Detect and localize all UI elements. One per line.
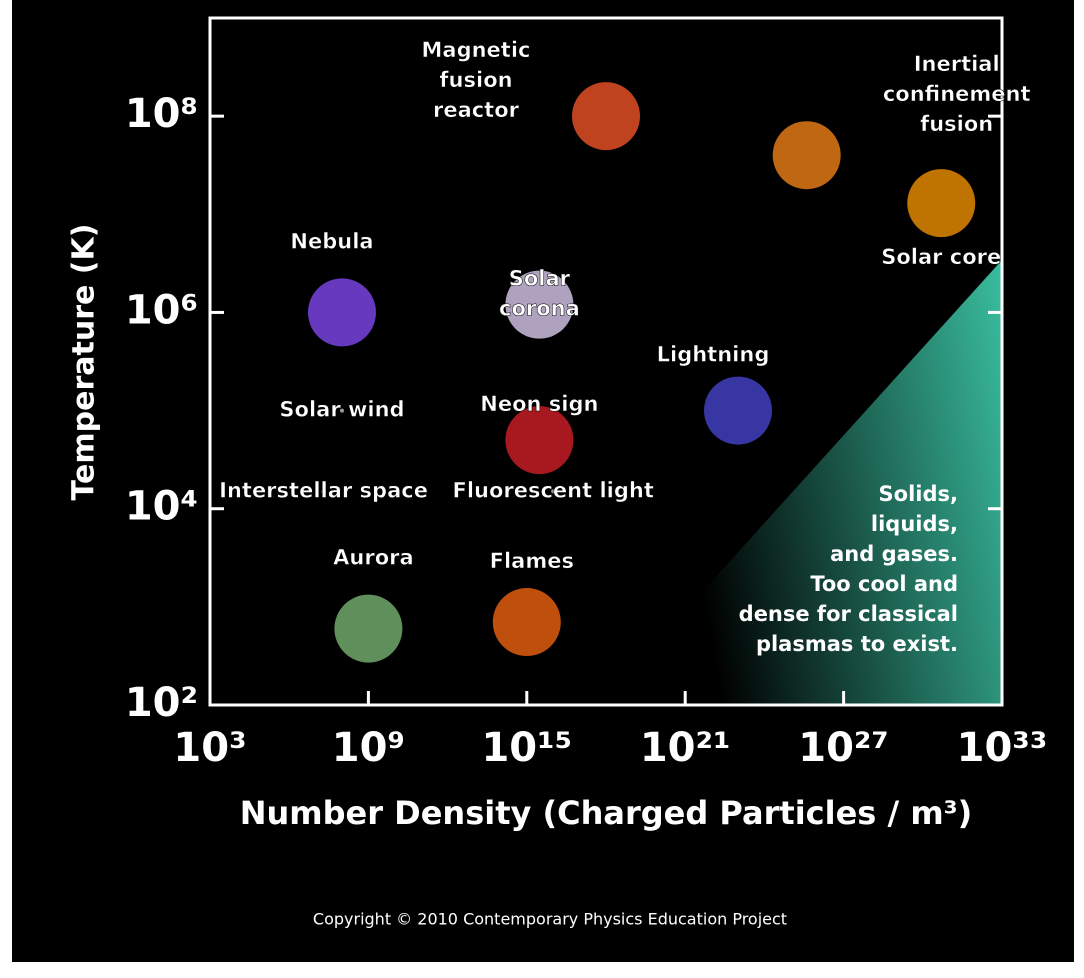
point [907, 169, 976, 238]
x-tick-label: 10²¹ [640, 725, 731, 771]
point [492, 588, 561, 657]
point-label: Lightning [657, 343, 770, 367]
point-label: Magnetic [422, 38, 531, 62]
y-tick-label: 10⁶ [125, 287, 198, 333]
x-tick-label: 10³³ [957, 725, 1048, 771]
point-label: Solar [509, 267, 571, 291]
x-tick-label: 10⁹ [332, 725, 405, 771]
point [572, 82, 640, 151]
point-label: confinement [883, 82, 1031, 106]
point [334, 594, 403, 663]
annotation: and gases. [830, 542, 958, 566]
point-label: Interstellar space [219, 478, 428, 502]
point-label: Flames [490, 549, 574, 573]
point [704, 376, 772, 445]
annotation: Solids, [879, 482, 958, 506]
point-label: Inertial [914, 52, 1000, 76]
plot-frame [208, 16, 1004, 707]
point [505, 406, 574, 475]
x-tick-label: 10¹⁵ [481, 725, 572, 771]
x-tick-label: 10²⁷ [798, 725, 889, 771]
point [321, 489, 326, 494]
point [308, 278, 376, 347]
point-label: Nebula [290, 229, 373, 253]
annotation: plasmas to exist. [756, 632, 958, 656]
y-tick-label: 10² [125, 680, 198, 726]
point-label: corona [499, 297, 580, 321]
copyright: Copyright © 2010 Contemporary Physics Ed… [313, 910, 787, 929]
point [772, 121, 841, 190]
point-label: Aurora [333, 546, 414, 570]
point-label: Solar core [881, 245, 1001, 269]
y-tick-label: 10⁴ [125, 484, 198, 530]
annotation: dense for classical [739, 602, 958, 626]
x-axis-title: Number Density (Charged Particles / m³) [240, 794, 973, 832]
point-label: fusion [439, 68, 512, 92]
y-axis-title: Temperature (K) [67, 224, 102, 501]
x-tick-label: 10³ [173, 725, 246, 771]
point-label: fusion [920, 112, 993, 136]
point-label: Fluorescent light [452, 478, 653, 502]
point [551, 489, 556, 494]
point-label: Solar wind [279, 398, 404, 422]
point [505, 270, 574, 339]
point [340, 408, 344, 413]
solid-region [600, 260, 1002, 705]
annotation: liquids, [871, 512, 958, 536]
point-label: reactor [433, 98, 520, 122]
point-label: Neon sign [480, 392, 598, 416]
annotation: Too cool and [810, 572, 958, 596]
y-tick-label: 10⁸ [125, 91, 198, 137]
